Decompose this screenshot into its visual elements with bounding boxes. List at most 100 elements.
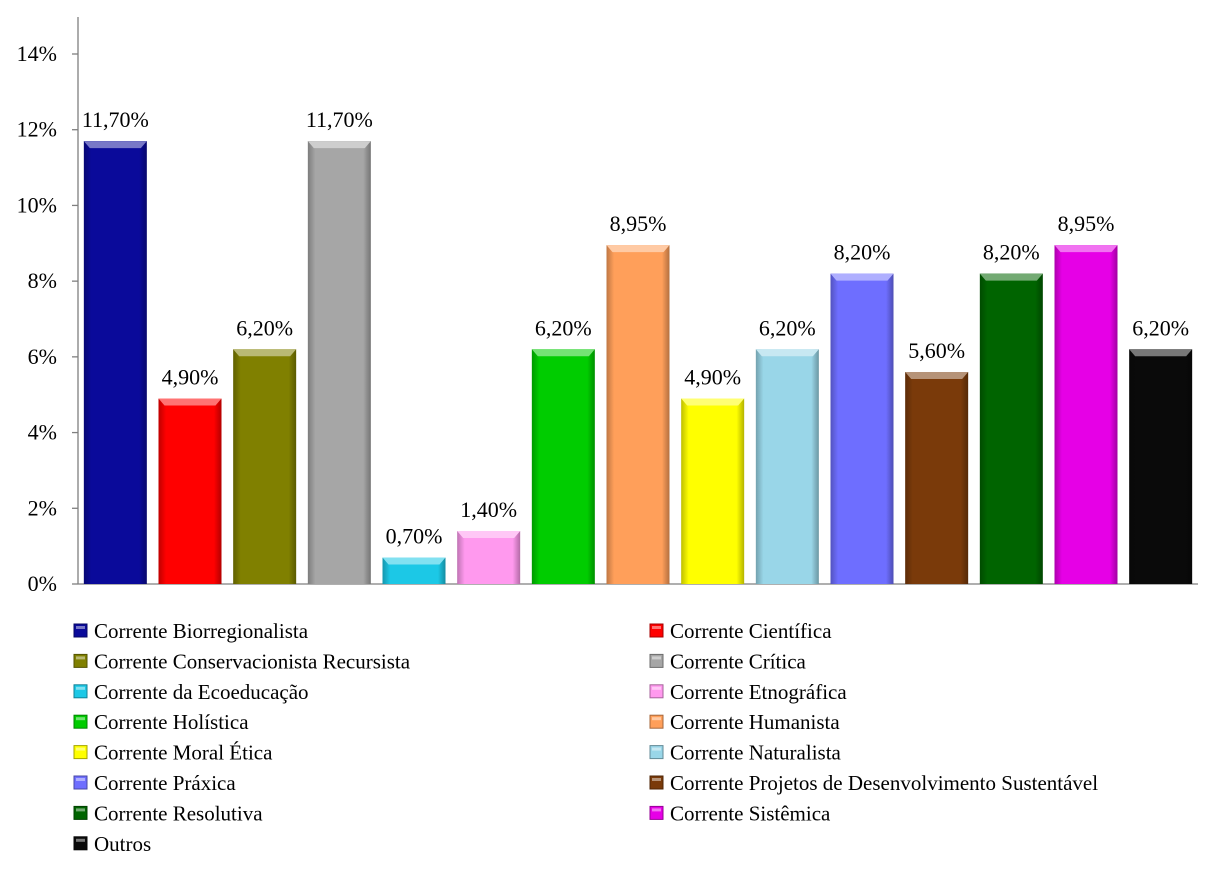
legend-swatch	[649, 623, 664, 638]
data-labels: 11,70% 4,90% 6,20% 11,70% 0,70% 1,40% 6,20% 8,9…	[82, 107, 1189, 548]
legend-label: Corrente Práxica	[94, 771, 236, 795]
data-label: 11,70%	[82, 107, 149, 132]
bar	[905, 372, 969, 584]
legend-swatch	[73, 745, 88, 760]
legend-swatch-highlight	[76, 686, 85, 690]
y-tick-label: 10%	[17, 192, 57, 217]
bar	[681, 398, 745, 584]
bar	[83, 141, 147, 585]
bar	[830, 273, 894, 584]
bar-bevel	[531, 349, 595, 357]
y-tick-label: 2%	[28, 495, 57, 520]
legend-label: Corrente da Ecoeducação	[94, 680, 309, 704]
bar	[979, 273, 1043, 584]
data-label: 8,95%	[1058, 211, 1115, 236]
bar-bevel	[457, 531, 521, 538]
legend-item: Corrente Humanista	[649, 710, 840, 734]
bars	[83, 141, 1193, 585]
y-tick-label: 12%	[17, 117, 57, 142]
legend-swatch	[73, 623, 88, 638]
data-label: 6,20%	[1132, 315, 1189, 340]
bar-bevel	[307, 141, 371, 149]
legend-swatch-highlight	[76, 747, 85, 751]
legend-swatch	[649, 745, 664, 760]
bar-bevel	[755, 349, 819, 357]
data-label: 6,20%	[759, 315, 816, 340]
legend-label: Corrente Crítica	[670, 649, 807, 673]
legend-item: Corrente Conservacionista Recursista	[73, 649, 411, 673]
bar-bevel	[979, 273, 1043, 281]
data-label: 8,95%	[610, 211, 667, 236]
legend-swatch	[73, 836, 88, 851]
y-tick-label: 0%	[28, 571, 57, 596]
legend-swatch	[649, 684, 664, 699]
legend-label: Corrente Científica	[670, 619, 832, 643]
data-label: 1,40%	[460, 497, 517, 522]
legend-label: Corrente Sistêmica	[670, 801, 831, 825]
legend-swatch-highlight	[652, 778, 661, 781]
legend: Corrente Biorregionalista Corrente Cientí…	[73, 619, 1098, 856]
legend-item: Corrente Resolutiva	[73, 801, 263, 825]
bar	[158, 398, 222, 584]
legend-item: Corrente Etnográfica	[649, 680, 847, 704]
legend-item: Corrente Crítica	[649, 649, 807, 673]
bar	[307, 141, 371, 585]
legend-swatch-highlight	[76, 838, 85, 842]
legend-item: Corrente Naturalista	[649, 741, 842, 765]
legend-swatch-highlight	[76, 778, 85, 781]
data-label: 4,90%	[162, 365, 219, 390]
data-label: 6,20%	[535, 315, 592, 340]
legend-item: Corrente Científica	[649, 619, 832, 643]
legend-swatch-highlight	[652, 717, 661, 721]
legend-item: Corrente Práxica	[73, 771, 236, 795]
data-label: 4,90%	[684, 365, 741, 390]
y-tick-label: 6%	[28, 344, 57, 369]
legend-label: Corrente Projetos de Desenvolvimento Sus…	[670, 771, 1098, 795]
bar-bevel	[233, 349, 297, 357]
legend-swatch-highlight	[652, 808, 661, 812]
legend-swatch	[649, 714, 664, 729]
bar-bevel	[681, 398, 745, 406]
bar	[457, 531, 521, 584]
y-tick-label: 4%	[28, 420, 57, 445]
legend-swatch	[73, 775, 88, 790]
legend-swatch	[649, 805, 664, 820]
legend-item: Outros	[73, 832, 151, 856]
legend-item: Corrente Sistêmica	[649, 801, 831, 825]
legend-swatch	[73, 805, 88, 820]
legend-label: Corrente Holística	[94, 710, 249, 734]
y-tick-label: 14%	[17, 41, 57, 66]
legend-swatch-highlight	[652, 656, 661, 660]
legend-swatch-highlight	[652, 747, 661, 751]
bar-bevel	[606, 245, 670, 253]
legend-swatch	[73, 684, 88, 699]
bar	[606, 245, 670, 584]
bar-bevel	[158, 398, 222, 406]
legend-swatch-highlight	[652, 686, 661, 690]
bar	[531, 349, 595, 584]
legend-item: Corrente Projetos de Desenvolvimento Sus…	[649, 771, 1098, 795]
data-label: 8,20%	[834, 240, 891, 265]
legend-swatch-highlight	[76, 717, 85, 721]
legend-label: Corrente Naturalista	[670, 741, 842, 765]
bar	[755, 349, 819, 584]
legend-label: Corrente Conservacionista Recursista	[94, 649, 411, 673]
bar	[233, 349, 297, 584]
legend-item: Corrente Holística	[73, 710, 249, 734]
data-label: 0,70%	[386, 524, 443, 549]
legend-label: Corrente Biorregionalista	[94, 619, 309, 643]
legend-label: Corrente Etnográfica	[670, 680, 847, 704]
bar-bevel	[1129, 349, 1193, 357]
legend-item: Corrente Moral Ética	[73, 741, 273, 765]
legend-swatch	[73, 653, 88, 668]
bar	[1054, 245, 1118, 584]
y-tick-label: 8%	[28, 268, 57, 293]
legend-swatch	[649, 775, 664, 790]
bar-bevel	[905, 372, 969, 379]
data-label: 11,70%	[306, 107, 373, 132]
data-label: 6,20%	[236, 315, 293, 340]
legend-swatch-highlight	[76, 626, 85, 629]
bar-bevel	[1054, 245, 1118, 253]
bar-bevel	[830, 273, 894, 281]
